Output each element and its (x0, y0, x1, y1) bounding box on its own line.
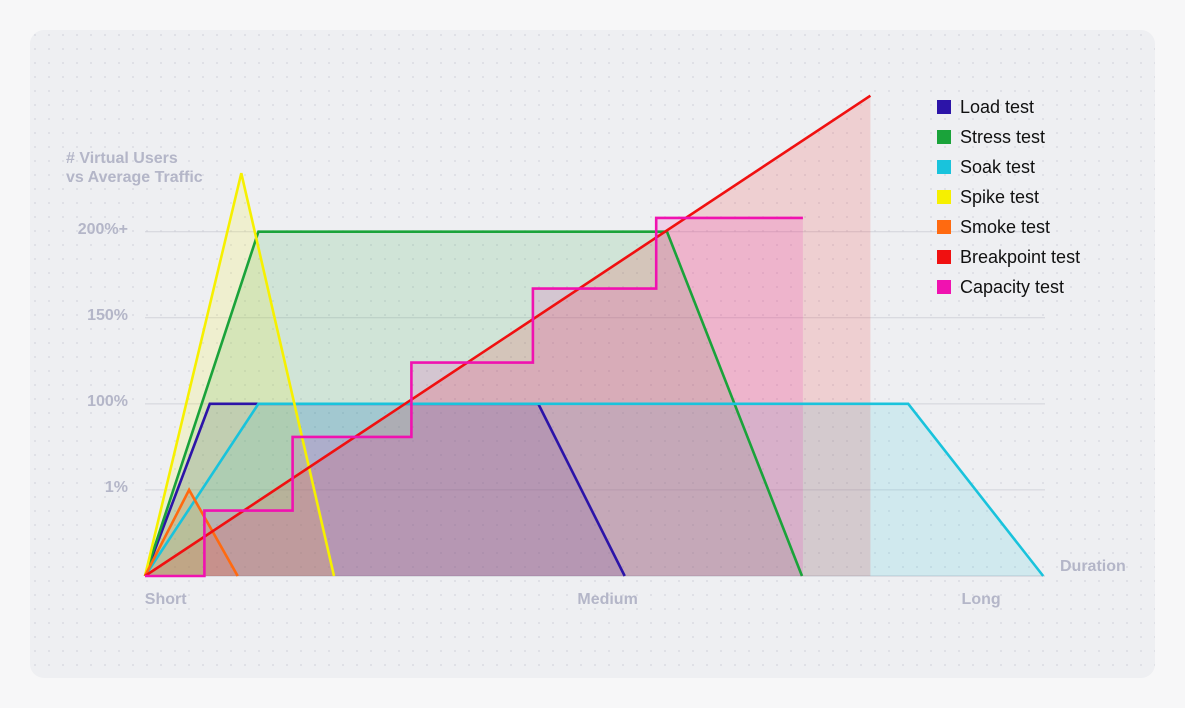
y-tick-label: 100% (87, 393, 128, 410)
series-line (144, 94, 872, 578)
x-tick-label: Short (145, 591, 187, 608)
series-area (145, 403, 625, 576)
series-line (143, 402, 1045, 577)
series-line (143, 487, 239, 577)
legend-swatch (937, 130, 951, 144)
y-tick-label: 150% (87, 307, 128, 324)
legend-label: Capacity test (960, 277, 1064, 297)
legend-swatch (937, 250, 951, 264)
legend-swatch (937, 220, 951, 234)
x-axis-title: Duration (1060, 558, 1126, 575)
legend-swatch (937, 280, 951, 294)
x-tick-label: Long (962, 591, 1001, 608)
y-tick-label: 1% (105, 479, 128, 496)
y-tick-label: 200%+ (78, 221, 128, 238)
series-line (145, 216, 803, 578)
legend-label: Load test (960, 97, 1034, 117)
legend-swatch (937, 160, 951, 174)
legend-swatch (937, 190, 951, 204)
series-area (145, 403, 1044, 576)
y-axis-title: # Virtual Users (66, 150, 178, 167)
panel-dots (30, 30, 1155, 678)
legend-label: Stress test (960, 127, 1045, 147)
legend-label: Breakpoint test (960, 247, 1080, 267)
legend-swatch (937, 100, 951, 114)
series-area (145, 489, 238, 576)
legend-label: Smoke test (960, 217, 1050, 237)
series-line (143, 172, 336, 577)
series-area (145, 173, 334, 576)
series-area (145, 217, 803, 576)
y-axis-title: vs Average Traffic (66, 169, 203, 186)
legend-label: Soak test (960, 157, 1035, 177)
x-tick-label: Medium (577, 591, 637, 608)
legend-label: Spike test (960, 187, 1039, 207)
